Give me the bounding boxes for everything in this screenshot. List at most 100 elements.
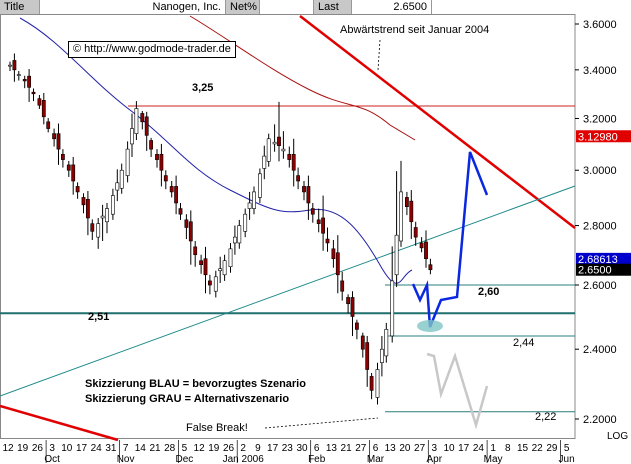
- copyright-box: © http://www.godmode-trader.de: [68, 41, 236, 58]
- candle-body: [272, 141, 277, 145]
- candle-body: [233, 236, 237, 244]
- candle-body: [350, 297, 355, 317]
- uptrend-line: [0, 185, 576, 397]
- candle-body: [184, 219, 189, 228]
- last-label: Last: [314, 0, 352, 14]
- candle-body: [375, 369, 380, 398]
- x-day-label: 9: [255, 443, 261, 454]
- y-tick-label: 3.0000: [583, 165, 617, 177]
- x-day-label: 19: [17, 443, 29, 454]
- candle-body: [257, 173, 262, 198]
- x-month-label: Jan 2006: [223, 454, 265, 464]
- candle-body: [424, 241, 428, 260]
- target-ellipse: [417, 320, 443, 332]
- candle-body: [316, 219, 321, 224]
- candle-body: [100, 215, 105, 219]
- field-value: [260, 0, 314, 14]
- candle-body: [178, 208, 183, 215]
- x-day-label: 24: [91, 443, 103, 454]
- x-day-label: 7: [123, 443, 129, 454]
- candle-body: [346, 297, 351, 305]
- candle-body: [340, 280, 345, 292]
- lower-red-line: [0, 404, 119, 442]
- candle-body: [86, 198, 90, 219]
- level-label-260: 2,60: [478, 286, 500, 298]
- candle-body: [203, 258, 208, 276]
- time-axis: 12 19 26 3 10 17 24 31 7 14 21 28 5 12 19 26 2 9 17 23 30 6 13…: [2, 440, 575, 464]
- x-day-label: 10: [443, 443, 455, 454]
- x-month-label: Mar: [367, 454, 385, 464]
- price-tag-label: 2.68613: [578, 254, 618, 266]
- candle-body: [41, 99, 46, 118]
- candle-body: [155, 154, 159, 160]
- candle-body: [365, 342, 370, 370]
- candle-body: [96, 223, 101, 238]
- x-day-label: 17: [267, 443, 279, 454]
- candle-body: [71, 164, 76, 182]
- candle-body: [325, 238, 330, 244]
- y-tick-label: 2.6000: [583, 280, 617, 292]
- x-month-label: Apr: [427, 454, 443, 464]
- candle-body: [52, 133, 57, 140]
- x-day-label: 5: [564, 443, 570, 454]
- x-day-label: 24: [473, 443, 485, 454]
- candle-body: [247, 202, 252, 209]
- candle-body: [277, 136, 281, 146]
- scenario-legend: Skizzierung BLAU = bevorzugtes Szenario …: [82, 376, 309, 408]
- candle-body: [149, 140, 154, 150]
- x-day-label: 27: [355, 443, 367, 454]
- x-day-label: 22: [532, 443, 544, 454]
- candle-body: [140, 113, 145, 123]
- x-day-label: 12: [2, 443, 14, 454]
- x-day-label: 12: [194, 443, 206, 454]
- y-tick-label: 2.4000: [583, 344, 617, 356]
- candle-body: [335, 252, 340, 276]
- x-month-label: May: [484, 454, 503, 464]
- candle-body: [310, 208, 315, 215]
- candle-body: [144, 116, 149, 136]
- candle-body: [291, 154, 296, 171]
- candle-body: [208, 280, 212, 286]
- candle-body: [413, 227, 418, 238]
- candle-body: [46, 121, 51, 129]
- candle-body: [22, 79, 27, 82]
- field-label: Net%: [226, 0, 260, 14]
- candle-body: [266, 138, 271, 162]
- downtrend-line: [299, 15, 576, 229]
- legend-blue: Skizzierung BLAU = bevorzugtes Szenario: [85, 378, 306, 390]
- candle-body: [222, 260, 227, 276]
- candle-body: [90, 223, 95, 232]
- price-tag: [576, 263, 631, 276]
- x-day-label: 10: [61, 443, 73, 454]
- scenario-gray: [426, 352, 489, 430]
- candle-body: [409, 200, 414, 223]
- candle-body: [174, 186, 179, 204]
- candle-body: [60, 154, 65, 160]
- x-day-label: 19: [208, 443, 220, 454]
- candle-body: [163, 175, 168, 182]
- x-day-label: 26: [32, 443, 44, 454]
- legend-gray: Skizzierung GRAU = Alternativszenario: [85, 393, 290, 405]
- x-day-label: 29: [546, 443, 558, 454]
- candle-body: [111, 195, 115, 215]
- x-day-label: 1: [490, 443, 496, 454]
- false-break-note: False Break!: [186, 422, 248, 434]
- candle-body: [130, 128, 134, 145]
- x-day-label: 17: [458, 443, 470, 454]
- price-tag: [576, 130, 631, 143]
- x-month-label: Nov: [117, 454, 135, 464]
- x-month-label: Jun: [559, 454, 575, 464]
- candle-body: [37, 98, 42, 106]
- candle-body: [105, 208, 109, 223]
- candle-body: [399, 191, 403, 242]
- candle-body: [66, 164, 71, 171]
- price-axis: 3.6000 3.4000 3.2000 3.0000 2.8000 2.6000 2.40…: [575, 19, 631, 426]
- trend-note-pointer: [377, 39, 381, 71]
- candle-body: [287, 154, 292, 160]
- candle-body: [134, 108, 139, 134]
- x-day-label: 26: [223, 443, 235, 454]
- candle-body: [428, 264, 433, 271]
- candle-body: [237, 225, 242, 244]
- candle-body: [360, 335, 365, 350]
